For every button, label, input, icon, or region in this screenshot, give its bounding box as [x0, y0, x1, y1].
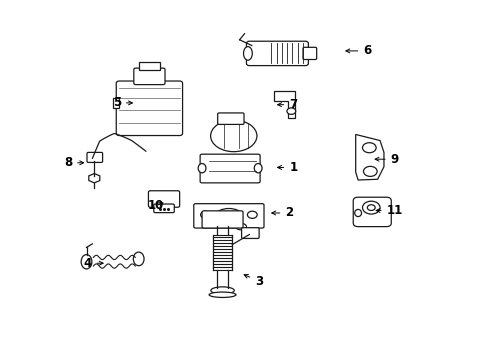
- Circle shape: [363, 166, 376, 176]
- Ellipse shape: [254, 163, 262, 173]
- Ellipse shape: [198, 163, 205, 173]
- FancyBboxPatch shape: [134, 68, 164, 85]
- FancyBboxPatch shape: [87, 152, 102, 162]
- Text: 6: 6: [345, 44, 371, 57]
- Circle shape: [366, 205, 374, 211]
- Bar: [113, 98, 119, 108]
- FancyBboxPatch shape: [352, 197, 390, 226]
- Ellipse shape: [209, 292, 236, 297]
- FancyBboxPatch shape: [217, 113, 244, 125]
- Circle shape: [286, 108, 295, 114]
- FancyBboxPatch shape: [193, 204, 264, 228]
- Ellipse shape: [235, 224, 246, 230]
- FancyBboxPatch shape: [246, 41, 308, 66]
- FancyBboxPatch shape: [200, 154, 260, 183]
- Ellipse shape: [133, 252, 144, 266]
- Ellipse shape: [210, 287, 234, 294]
- Ellipse shape: [243, 46, 252, 60]
- Text: 11: 11: [375, 204, 402, 217]
- Circle shape: [362, 201, 379, 214]
- FancyBboxPatch shape: [148, 191, 179, 207]
- Text: 3: 3: [244, 274, 263, 288]
- Circle shape: [362, 143, 375, 153]
- FancyBboxPatch shape: [116, 81, 182, 135]
- Ellipse shape: [81, 255, 92, 269]
- Circle shape: [247, 211, 257, 219]
- Text: 10: 10: [147, 199, 163, 212]
- Text: 7: 7: [277, 98, 297, 111]
- Text: 4: 4: [83, 257, 103, 270]
- FancyBboxPatch shape: [241, 228, 259, 238]
- FancyBboxPatch shape: [202, 211, 243, 228]
- Text: 9: 9: [374, 153, 398, 166]
- Text: 5: 5: [112, 96, 132, 109]
- Text: 1: 1: [277, 161, 297, 174]
- Ellipse shape: [354, 210, 361, 217]
- Ellipse shape: [216, 208, 241, 221]
- Ellipse shape: [210, 120, 256, 152]
- Polygon shape: [355, 134, 383, 180]
- Text: 2: 2: [271, 207, 293, 220]
- Circle shape: [200, 211, 210, 219]
- Bar: [139, 62, 160, 69]
- Polygon shape: [89, 174, 100, 183]
- FancyBboxPatch shape: [303, 47, 316, 59]
- Text: 8: 8: [64, 156, 83, 169]
- Polygon shape: [273, 91, 295, 118]
- FancyBboxPatch shape: [154, 204, 174, 213]
